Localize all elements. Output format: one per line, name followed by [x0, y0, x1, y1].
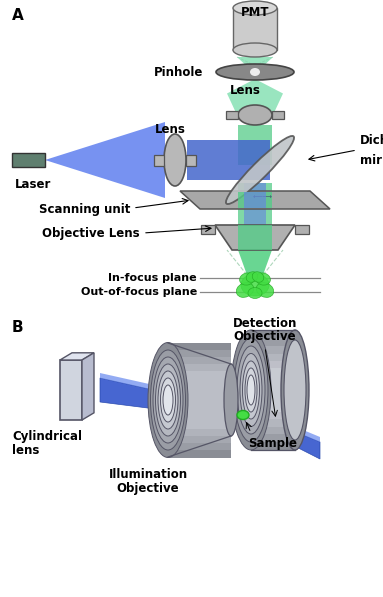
Ellipse shape [237, 411, 249, 420]
Polygon shape [45, 122, 165, 198]
FancyBboxPatch shape [233, 8, 277, 50]
Ellipse shape [250, 68, 260, 76]
Polygon shape [227, 80, 283, 115]
Ellipse shape [252, 272, 264, 282]
Bar [12, 153, 45, 167]
Bar [168, 350, 231, 450]
Bar [251, 361, 295, 419]
Ellipse shape [216, 64, 294, 80]
Text: Laser: Laser [15, 178, 51, 191]
Ellipse shape [245, 368, 257, 412]
Polygon shape [82, 353, 94, 420]
Polygon shape [238, 225, 272, 250]
Bar [201, 225, 215, 234]
Bar [168, 371, 231, 429]
Polygon shape [244, 192, 266, 208]
Polygon shape [238, 125, 272, 165]
Polygon shape [60, 360, 82, 420]
Text: A: A [12, 8, 24, 23]
Ellipse shape [233, 43, 277, 57]
Ellipse shape [281, 330, 309, 450]
Bar [251, 368, 295, 412]
Bar [251, 338, 295, 442]
Bar [154, 155, 164, 165]
Ellipse shape [224, 364, 238, 436]
Text: ⟵⟶: ⟵⟶ [253, 195, 273, 201]
Bar [226, 111, 238, 119]
Bar [295, 225, 309, 234]
Ellipse shape [284, 340, 306, 440]
Polygon shape [100, 373, 320, 442]
Bar [186, 155, 196, 165]
Bar [168, 364, 231, 436]
Text: In-focus plane: In-focus plane [108, 273, 197, 283]
Text: lens: lens [12, 444, 39, 457]
Ellipse shape [151, 350, 185, 450]
Text: Detection: Detection [233, 317, 297, 330]
Ellipse shape [241, 274, 269, 296]
Polygon shape [244, 191, 266, 225]
Text: mirror: mirror [360, 153, 383, 167]
Bar [251, 353, 295, 426]
Ellipse shape [248, 288, 262, 298]
Text: Lens: Lens [155, 123, 185, 136]
Ellipse shape [226, 136, 294, 204]
Text: Lens: Lens [229, 84, 260, 97]
Ellipse shape [231, 330, 271, 450]
Polygon shape [238, 183, 272, 208]
Ellipse shape [255, 273, 270, 285]
Polygon shape [100, 378, 320, 459]
Ellipse shape [233, 1, 277, 15]
Ellipse shape [238, 105, 272, 125]
Polygon shape [244, 183, 266, 208]
Ellipse shape [256, 282, 274, 297]
Ellipse shape [155, 364, 180, 436]
Text: Pinhole: Pinhole [154, 66, 203, 79]
Ellipse shape [247, 375, 255, 405]
Ellipse shape [148, 343, 188, 457]
Text: Out-of-focus plane: Out-of-focus plane [81, 287, 197, 297]
Text: Objective: Objective [117, 482, 179, 495]
Text: B: B [12, 320, 24, 335]
Polygon shape [238, 192, 272, 208]
Text: PMT: PMT [241, 6, 269, 19]
Ellipse shape [163, 385, 173, 415]
Bar [272, 111, 284, 119]
Text: Cylindrical: Cylindrical [12, 430, 82, 443]
Polygon shape [238, 191, 272, 225]
Polygon shape [238, 250, 272, 275]
Bar [251, 330, 295, 450]
Text: Scanning unit: Scanning unit [39, 204, 130, 217]
Ellipse shape [237, 346, 265, 434]
Ellipse shape [160, 378, 175, 422]
Ellipse shape [153, 357, 183, 443]
Polygon shape [180, 191, 330, 209]
Bar [187, 140, 270, 180]
Polygon shape [215, 225, 295, 250]
Bar [251, 346, 295, 434]
Ellipse shape [158, 371, 178, 429]
Ellipse shape [240, 273, 254, 285]
Ellipse shape [236, 282, 254, 297]
Text: Objective: Objective [234, 330, 296, 343]
Ellipse shape [242, 361, 260, 419]
Polygon shape [60, 353, 94, 360]
Text: Sample: Sample [248, 437, 297, 450]
Ellipse shape [246, 272, 258, 282]
Bar [168, 357, 231, 443]
Text: Dichroic: Dichroic [360, 134, 383, 146]
Ellipse shape [234, 338, 268, 442]
Text: Illumination: Illumination [108, 468, 188, 481]
Ellipse shape [164, 134, 186, 186]
Bar [168, 343, 231, 457]
Ellipse shape [240, 353, 262, 426]
Polygon shape [237, 57, 273, 72]
Text: Objective Lens: Objective Lens [43, 226, 140, 239]
